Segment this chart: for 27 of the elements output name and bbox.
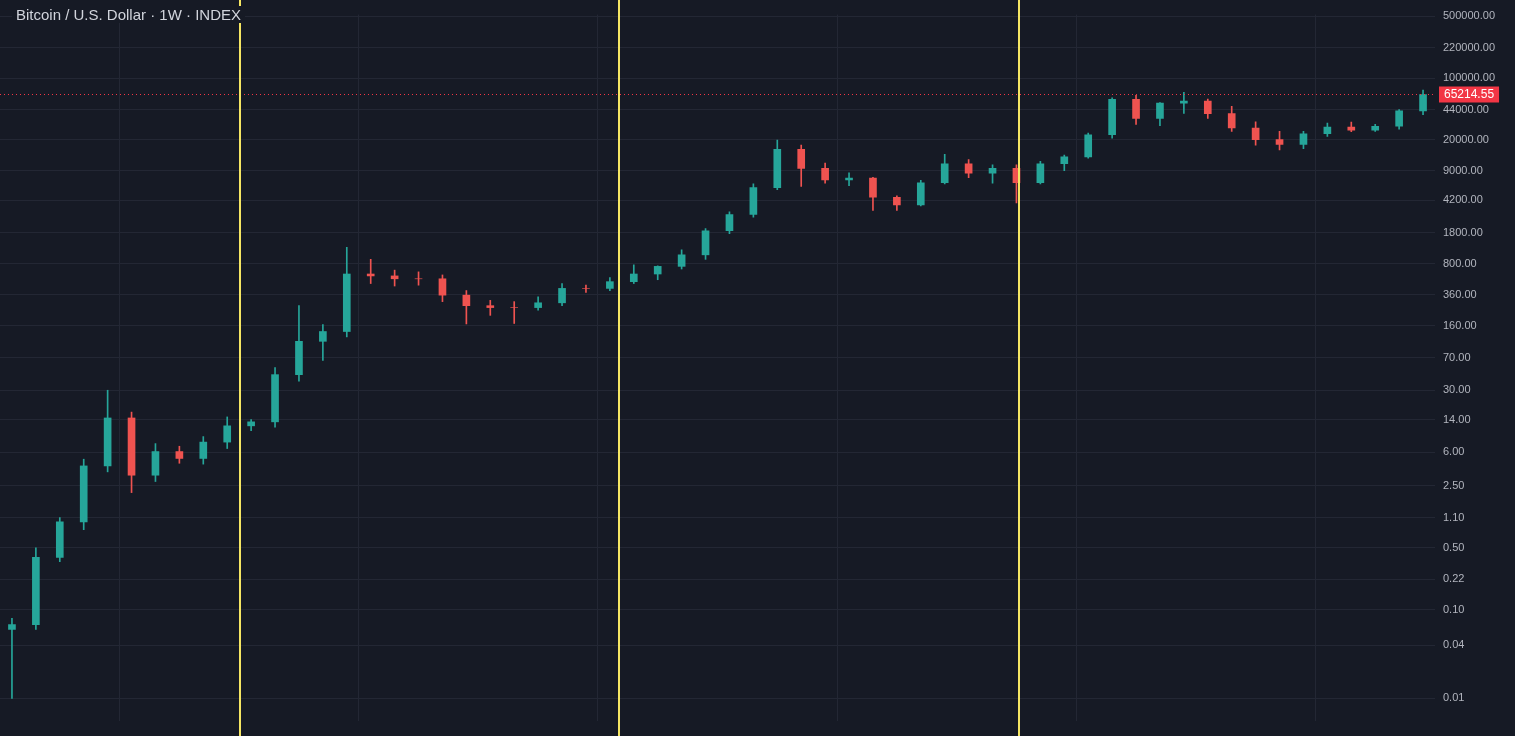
y-tick-label: 20000.00 <box>1443 133 1489 146</box>
y-tick-label: 360.00 <box>1443 287 1477 300</box>
y-tick-label: 4200.00 <box>1443 193 1483 206</box>
y-tick-label: 0.50 <box>1443 540 1465 553</box>
y-tick-label: 2.50 <box>1443 478 1465 491</box>
y-tick-label: 100000.00 <box>1443 71 1495 84</box>
y-tick-label: 0.04 <box>1443 638 1465 651</box>
y-tick-label: 800.00 <box>1443 256 1477 269</box>
ref-line-label: 65214.55 <box>1444 86 1495 101</box>
y-tick-label: 44000.00 <box>1443 102 1489 115</box>
y-tick-label: 1.10 <box>1443 510 1465 523</box>
y-tick-label: 6.00 <box>1443 445 1465 458</box>
y-tick-label: 220000.00 <box>1443 40 1495 53</box>
y-tick-label: 9000.00 <box>1443 163 1483 176</box>
y-tick-label: 14.00 <box>1443 412 1471 425</box>
candlestick <box>486 300 495 316</box>
y-tick-label: 0.10 <box>1443 602 1465 615</box>
y-tick-label: 160.00 <box>1443 318 1477 331</box>
y-tick-label: 30.00 <box>1443 383 1471 396</box>
y-tick-label: 1800.00 <box>1443 225 1483 238</box>
y-tick-label: 500000.00 <box>1443 9 1495 22</box>
y-tick-label: 0.01 <box>1443 691 1465 704</box>
candlestick <box>582 284 590 293</box>
y-tick-label: 70.00 <box>1443 350 1471 363</box>
y-tick-label: 0.22 <box>1443 572 1465 585</box>
chart-title: Bitcoin / U.S. Dollar · 1W · INDEX <box>12 6 246 23</box>
candlestick <box>510 301 519 324</box>
